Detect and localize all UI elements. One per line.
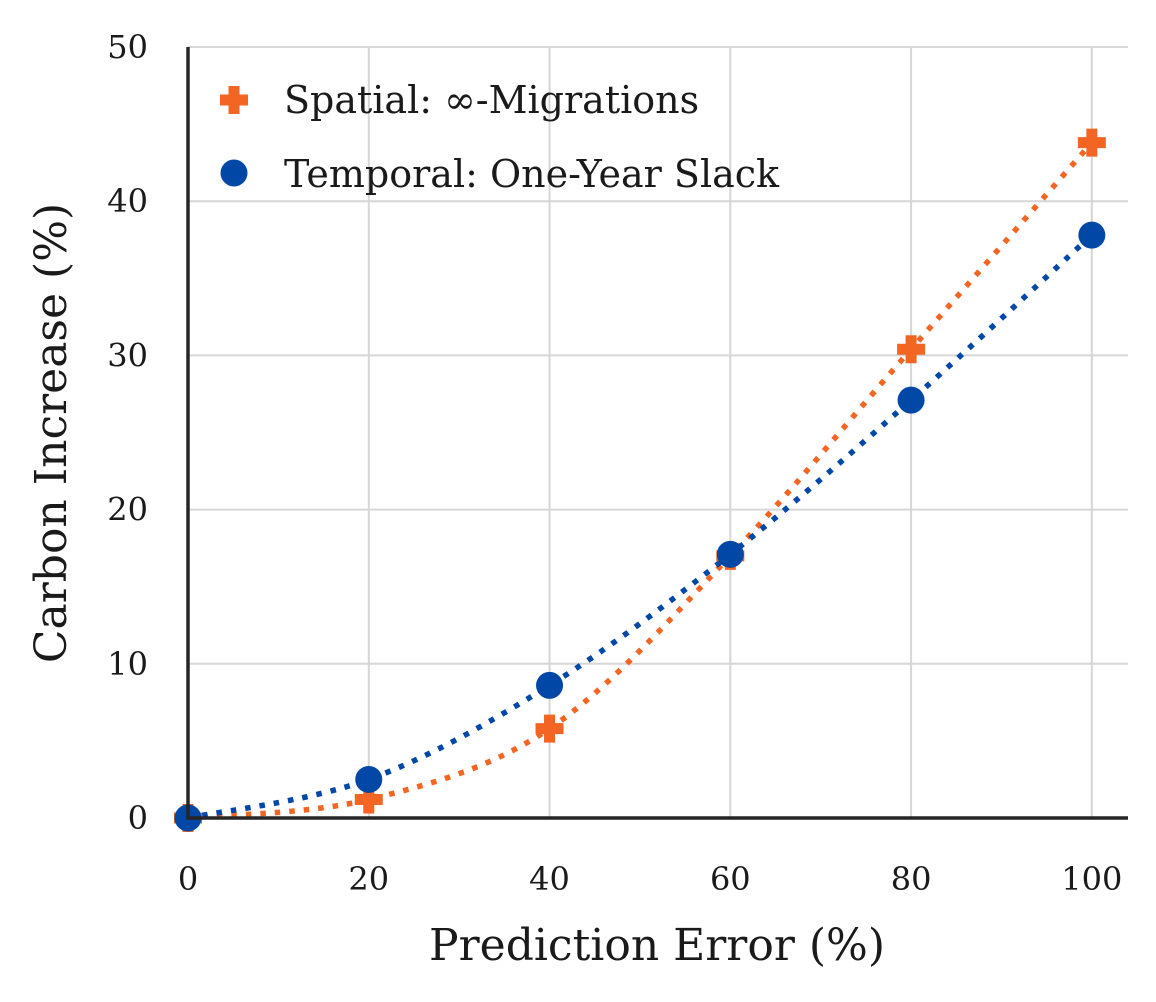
series-lines [187, 140, 1094, 821]
legend-item-spatial: Spatial: ∞-Migrations [220, 78, 699, 122]
legend-label-spatial: Spatial: ∞-Migrations [284, 78, 699, 122]
x-tick-label: 80 [891, 860, 932, 898]
series-markers [174, 128, 1106, 832]
series-line-temporal [187, 233, 1094, 821]
y-tick-label: 10 [107, 645, 148, 683]
data-point-circle [716, 540, 744, 568]
data-point-circle [536, 671, 564, 699]
legend: Spatial: ∞-Migrations Temporal: One-Year… [220, 78, 780, 196]
data-point-circle [897, 386, 925, 414]
data-point-plus [1077, 128, 1106, 157]
data-point-plus [535, 714, 564, 743]
x-tick-label: 60 [710, 860, 751, 898]
legend-item-temporal: Temporal: One-Year Slack [220, 152, 780, 196]
series-points-spatial [174, 128, 1106, 832]
data-point-circle [1078, 221, 1106, 249]
legend-marker-circle-icon [220, 159, 248, 187]
y-tick-label: 20 [107, 491, 148, 529]
data-point-plus [354, 785, 383, 814]
series-points-temporal [174, 221, 1106, 832]
y-tick-label: 30 [107, 336, 148, 374]
data-point-plus [897, 335, 926, 364]
y-tick-label: 40 [107, 182, 148, 220]
y-axis-label: Carbon Increase (%) [26, 203, 77, 663]
x-tick-label: 0 [178, 860, 198, 898]
x-axis-label: Prediction Error (%) [429, 920, 885, 971]
y-tick-label: 50 [107, 28, 148, 66]
x-tick-label: 20 [348, 860, 389, 898]
legend-label-temporal: Temporal: One-Year Slack [284, 152, 780, 196]
data-point-circle [355, 765, 383, 793]
x-tick-label: 40 [529, 860, 570, 898]
axes [186, 47, 1128, 820]
x-tick-label: 100 [1061, 860, 1122, 898]
tick-labels: 0 20 40 60 80 100 0 10 20 30 40 50 [107, 28, 1122, 898]
series-line-spatial [187, 140, 1094, 821]
legend-marker-plus-icon [220, 86, 248, 114]
y-tick-label: 0 [128, 799, 148, 837]
